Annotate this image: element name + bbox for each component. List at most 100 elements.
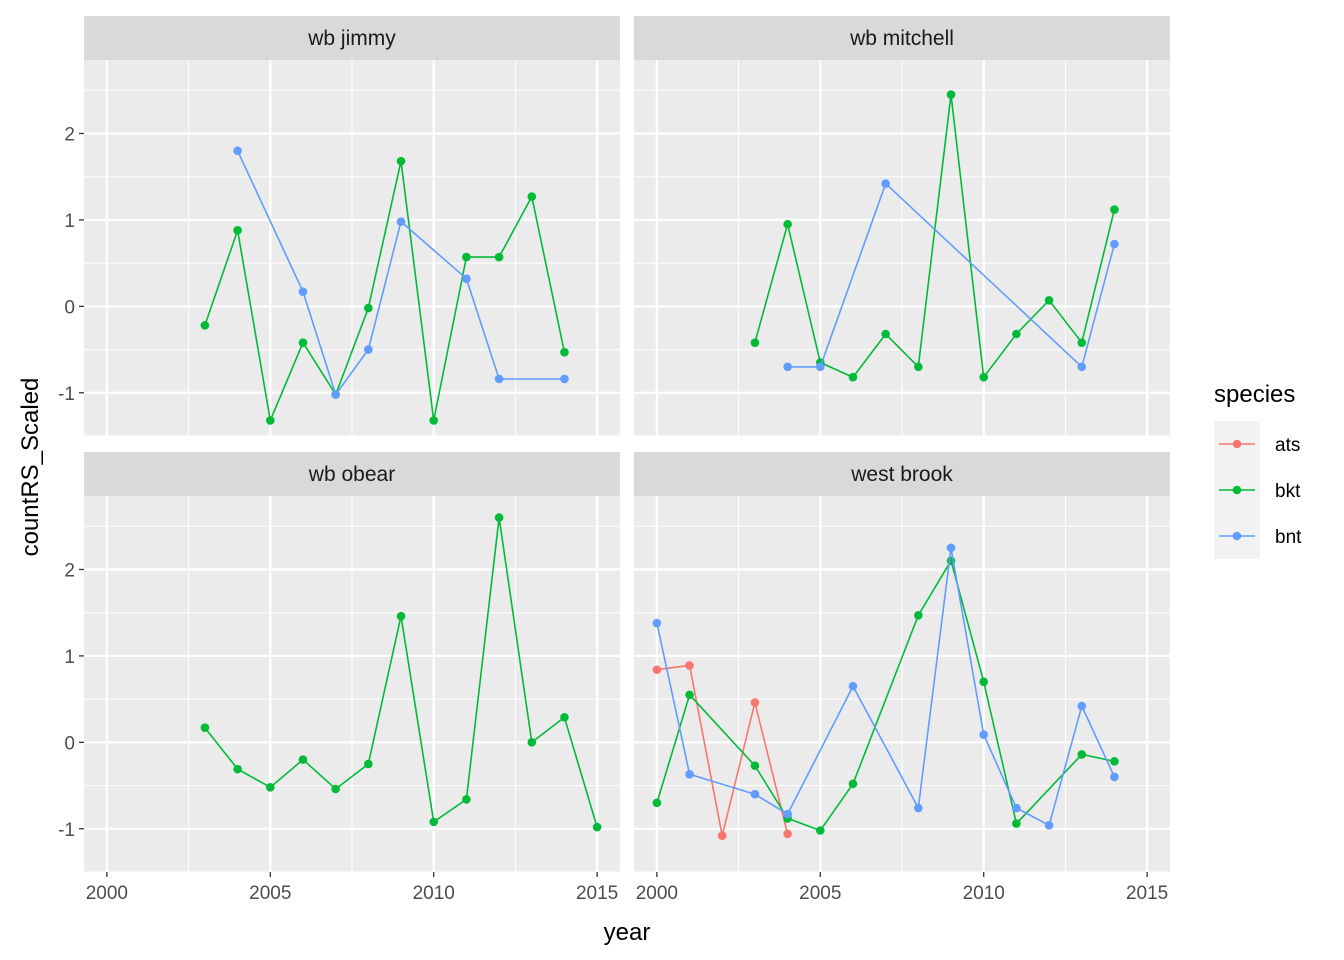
data-point-bkt [265,782,275,792]
strip-background [634,452,1170,496]
data-point-bnt [1110,772,1119,782]
data-point-bnt [1012,803,1021,813]
data-point-bnt [815,362,825,372]
legend-key-point-bnt [1232,531,1242,541]
data-point-bnt [750,789,760,799]
data-point-bkt [396,156,406,166]
data-point-ats [685,661,694,670]
data-point-bkt [265,416,275,425]
data-point-bkt [685,690,694,700]
y-tick-label: 2 [64,560,75,581]
x-tick-label: 2005 [799,883,841,904]
x-tick-label: 2015 [576,883,618,904]
strip-label: west brook [850,463,953,486]
data-point-bkt [494,513,504,522]
axes: -1 0 1 2 -1 0 1 2 2000 2005 2010 2015 2000 2005 2010 20… [58,124,1168,904]
series-line-bnt [236,150,565,397]
legend-label-bnt: bnt [1275,527,1302,548]
data-point-bkt [200,723,210,732]
data-point-bnt [494,374,504,384]
legend-title: species [1214,381,1295,408]
data-point-bkt [1077,338,1087,347]
data-point-bkt [527,192,537,201]
data-point-bnt [783,809,792,819]
data-point-bkt [298,338,308,347]
data-point-bnt [652,618,662,628]
y-tick-label: -1 [58,384,75,405]
data-point-bnt [331,390,340,399]
facet-panels: wb jimmy wb mitchell wb obear west brook [84,16,1170,873]
data-point-ats [717,831,727,840]
data-point-bkt [462,252,471,262]
x-tick-label: 2010 [413,883,455,904]
strip-label: wb jimmy [307,27,396,50]
data-point-bkt [462,795,471,804]
x-tick-label: 2005 [249,883,291,904]
series-line-bkt [754,94,1116,380]
data-point-bnt [1044,821,1054,830]
x-tick-label: 2010 [963,883,1005,904]
x-tick-label: 2000 [636,883,678,904]
series-line-bnt [656,547,1116,827]
y-tick-label: 2 [64,124,75,145]
data-point-bkt [979,372,989,382]
series-line-bkt [204,160,566,424]
data-point-ats [783,829,792,839]
data-point-bkt [233,225,242,235]
data-point-bkt [429,416,439,425]
legend-label-bkt: bkt [1275,481,1301,502]
strip-background [84,16,620,60]
data-point-bnt [946,543,956,553]
legend-label-ats: ats [1275,435,1300,456]
data-point-bkt [1012,819,1021,828]
data-point-bkt [592,822,602,832]
data-point-bkt [200,321,210,330]
data-point-bkt [1012,329,1021,339]
data-point-bnt [364,345,373,354]
data-point-bkt [560,712,569,722]
y-tick-label: 1 [64,211,75,232]
y-tick-label: 0 [64,733,75,754]
legend-key-point-ats [1232,439,1242,449]
data-point-bkt [979,677,989,687]
data-point-bkt [783,219,792,229]
data-point-bkt [429,817,439,827]
data-point-bkt [364,759,373,769]
data-point-bkt [331,784,340,794]
data-point-bkt [1077,750,1087,759]
data-point-bkt [881,329,890,339]
data-point-bnt [462,274,471,283]
data-point-bnt [848,681,858,691]
y-axis-title: countRS_Scaled [17,378,44,557]
data-point-ats [652,665,662,675]
data-point-bkt [1110,757,1119,766]
data-point-bkt [652,798,662,808]
data-point-bkt [298,755,308,764]
data-point-bkt [1044,295,1054,305]
data-point-bkt [750,761,760,770]
data-point-bkt [364,303,373,313]
data-point-bkt [914,610,923,620]
data-point-bnt [396,217,406,226]
series-line-bkt [656,558,1115,832]
y-tick-label: -1 [58,820,75,841]
x-tick-label: 2000 [86,883,128,904]
data-point-bkt [1110,205,1119,214]
y-tick-label: 0 [64,297,75,318]
data-point-bkt [494,252,504,262]
data-point-bkt [946,90,956,99]
data-point-bnt [979,730,989,739]
strip-background [634,16,1170,60]
data-point-bkt [527,738,537,747]
panel-wb-jimmy: wb jimmy [84,16,620,437]
data-point-bkt [848,372,858,382]
data-point-bkt [815,826,825,835]
strip-background [84,452,620,496]
strip-label: wb mitchell [849,27,954,50]
data-point-bnt [783,362,792,372]
data-point-bnt [233,146,242,156]
data-point-bnt [1110,239,1119,249]
data-point-bkt [914,362,923,372]
data-point-bnt [298,287,308,296]
